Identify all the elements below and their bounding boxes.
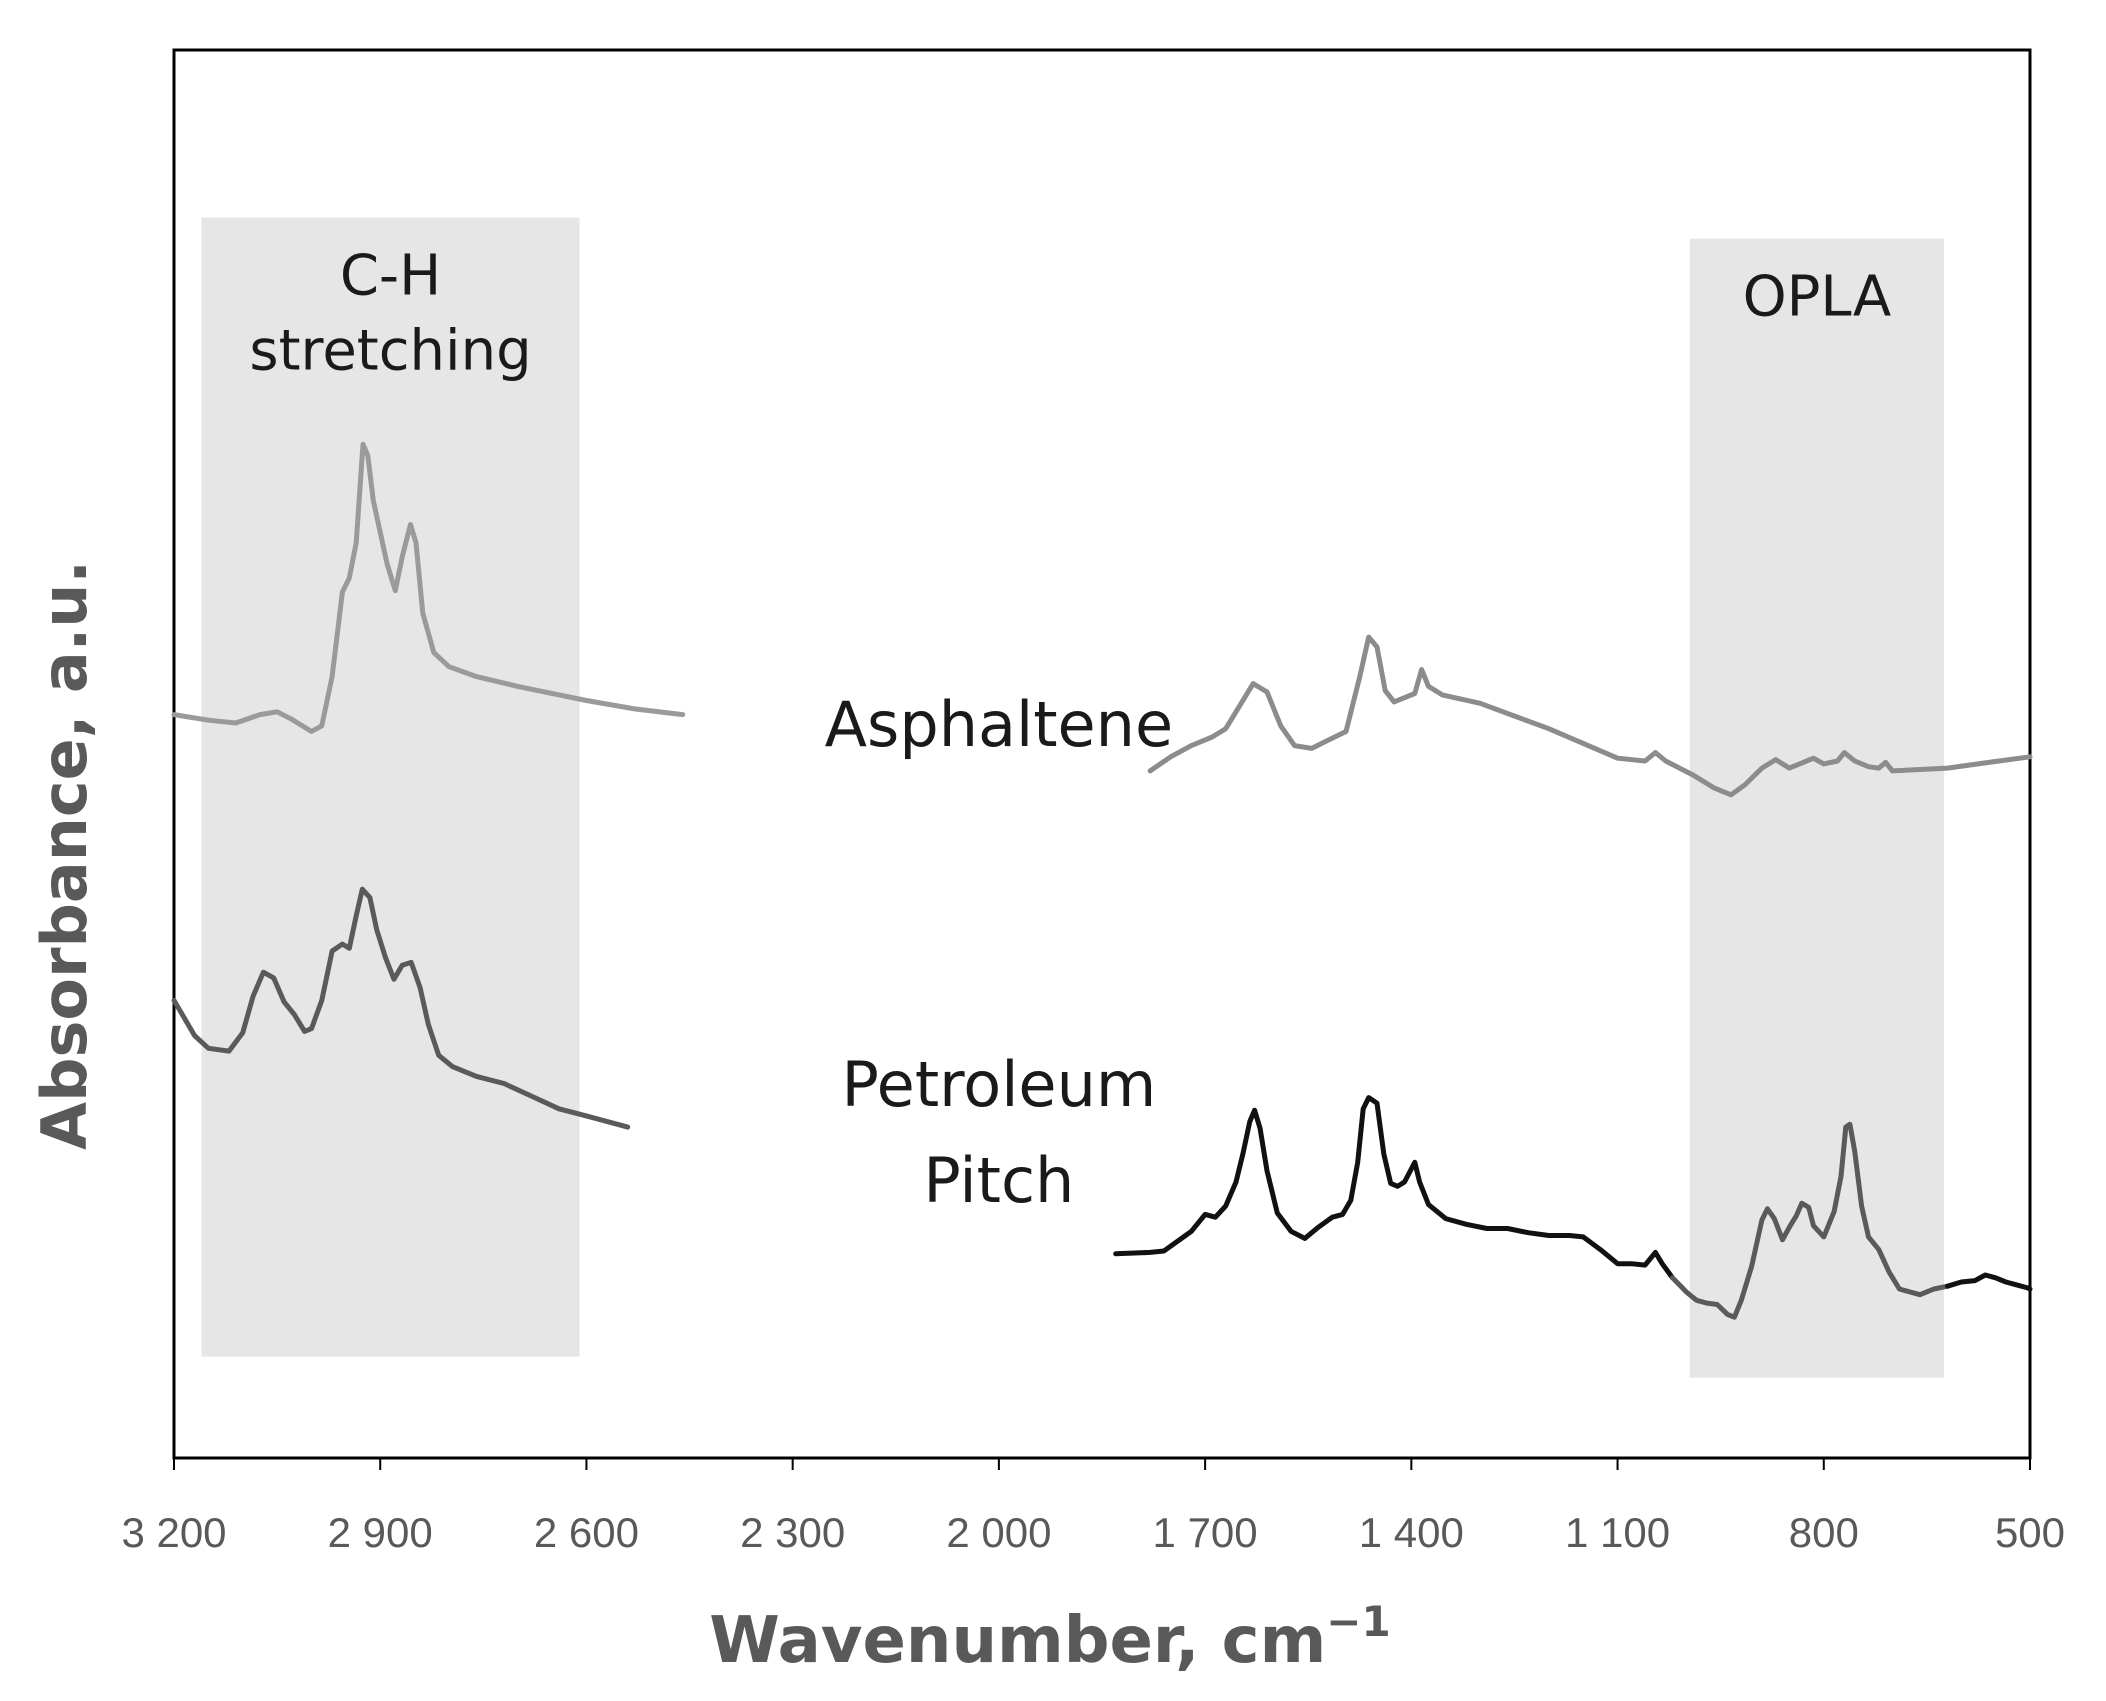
highlight-bands bbox=[201, 217, 1945, 1378]
series-line-asphaltene bbox=[1147, 634, 2033, 798]
series-annotation: Asphaltene bbox=[825, 688, 1173, 761]
series-annotation: Pitch bbox=[923, 1144, 1074, 1217]
x-tick-label: 500 bbox=[1995, 1509, 2065, 1556]
band-c-h-stretching bbox=[201, 217, 580, 1357]
series-annotation: Petroleum bbox=[842, 1048, 1157, 1121]
series-line-petroleum-pitch bbox=[1670, 1121, 1950, 1320]
series-line-petroleum-pitch bbox=[1945, 1272, 2033, 1292]
x-axis-title: Wavenumber, cm−1 bbox=[709, 1597, 1390, 1678]
x-tick-label: 2 900 bbox=[328, 1509, 433, 1556]
spectra-series bbox=[171, 441, 2033, 1320]
x-axis-ticks: 3 200 2 900 2 600 2 300 2 000 1 700 1 400 1 100… bbox=[121, 1458, 2065, 1556]
x-tick-label: 1 400 bbox=[1359, 1509, 1464, 1556]
band-label: OPLA bbox=[1743, 265, 1892, 330]
x-tick-label: 2 300 bbox=[740, 1509, 845, 1556]
band-opla bbox=[1689, 238, 1945, 1378]
band-label: C-H bbox=[340, 244, 441, 309]
x-tick-label: 800 bbox=[1789, 1509, 1859, 1556]
x-tick-label: 1 100 bbox=[1565, 1509, 1670, 1556]
y-axis-title: Absorbance, a.u. bbox=[28, 560, 101, 1150]
series-line-petroleum-pitch bbox=[171, 886, 631, 1130]
x-axis-title-superscript: −1 bbox=[1326, 1597, 1390, 1646]
series-line-asphaltene bbox=[171, 441, 686, 734]
x-tick-label: 2 600 bbox=[534, 1509, 639, 1556]
x-tick-label: 1 700 bbox=[1153, 1509, 1258, 1556]
x-axis-title-text: Wavenumber, cm bbox=[709, 1604, 1326, 1678]
x-tick-label: 2 000 bbox=[946, 1509, 1051, 1556]
x-tick-label: 3 200 bbox=[121, 1509, 226, 1556]
annotations: C-H stretching OPLA Asphaltene Petroleum Pitc… bbox=[249, 244, 1891, 1218]
band-label: stretching bbox=[249, 319, 531, 384]
series-line-petroleum-pitch bbox=[1113, 1095, 1675, 1281]
